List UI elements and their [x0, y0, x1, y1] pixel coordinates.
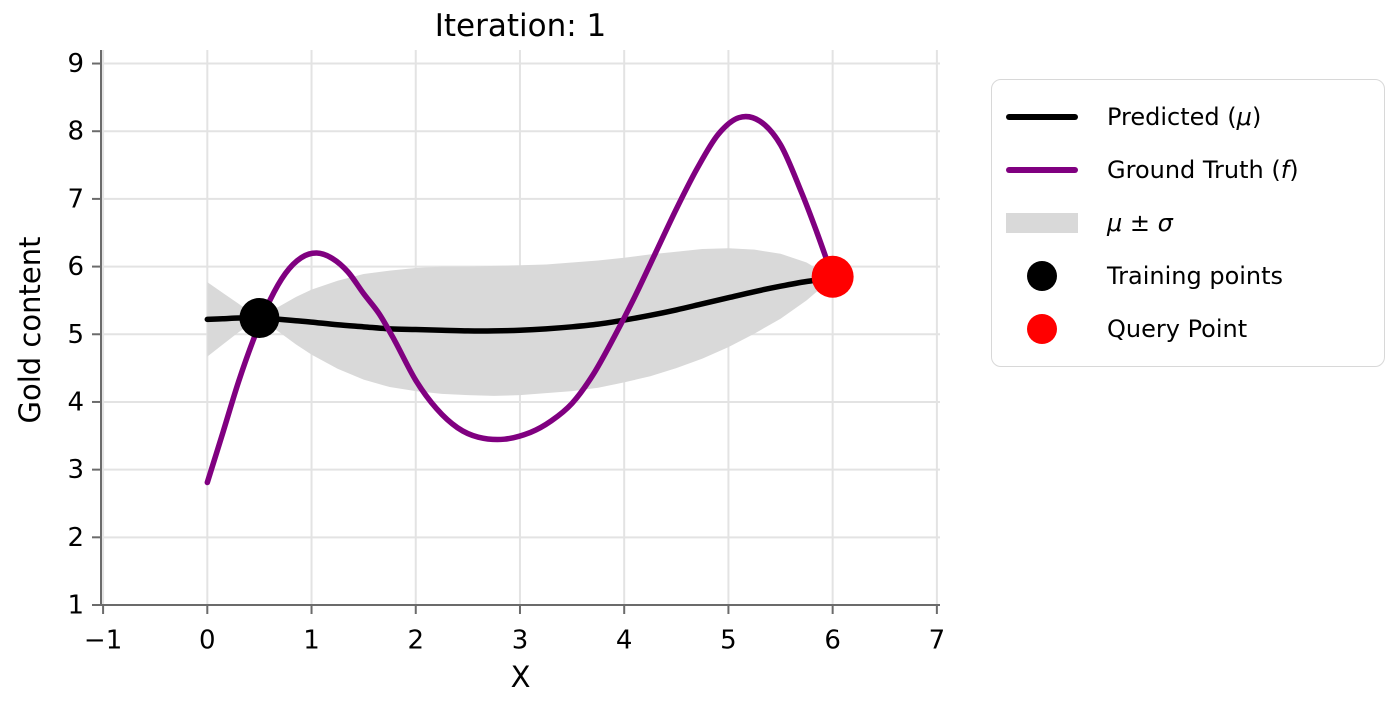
- training-point: [239, 298, 280, 339]
- y-tick-label: 9: [67, 49, 84, 79]
- y-tick-label: 8: [67, 117, 84, 147]
- legend-item-2: μ ± σ: [1004, 199, 1372, 247]
- x-tick-label: 2: [407, 626, 424, 656]
- legend-item-1: Ground Truth (f): [1004, 146, 1372, 194]
- x-tick-label: 3: [512, 626, 529, 656]
- x-tick-label: 5: [720, 626, 737, 656]
- legend-item-0: Predicted (μ): [1004, 93, 1372, 141]
- x-tick-label: 4: [616, 626, 633, 656]
- chart-title: Iteration: 1: [434, 8, 607, 44]
- legend-item-label: Predicted (μ): [1107, 103, 1262, 131]
- legend-band-swatch: [1004, 213, 1080, 233]
- y-axis-label: Gold content: [13, 236, 47, 424]
- legend-dot-swatch: [1004, 314, 1080, 344]
- query-point: [811, 255, 854, 298]
- x-tick-label: 0: [199, 626, 216, 656]
- swatch-shape: [1027, 314, 1057, 344]
- x-tick-label: 6: [824, 626, 841, 656]
- y-tick-label: 3: [67, 455, 84, 485]
- swatch-shape: [1006, 167, 1078, 173]
- swatch-shape: [1006, 213, 1078, 233]
- y-tick-label: 2: [67, 523, 84, 553]
- x-tick-label: 1: [303, 626, 320, 656]
- x-tick-label: −1: [84, 626, 122, 656]
- y-tick-label: 4: [67, 387, 84, 417]
- legend-dot-swatch: [1004, 261, 1080, 291]
- swatch-shape: [1006, 114, 1078, 120]
- y-tick-label: 1: [67, 591, 84, 621]
- y-tick-label: 7: [67, 184, 84, 214]
- legend-item-4: Query Point: [1004, 305, 1372, 353]
- legend-line-swatch: [1004, 167, 1080, 173]
- legend-item-label: Training points: [1107, 262, 1284, 290]
- y-tick-label: 5: [67, 320, 84, 350]
- uncertainty-band: [207, 248, 833, 396]
- legend-item-label: Query Point: [1107, 315, 1248, 343]
- ground-truth-line: [204, 113, 836, 486]
- y-tick-label: 6: [67, 252, 84, 282]
- legend-item-3: Training points: [1004, 252, 1372, 300]
- swatch-shape: [1027, 261, 1057, 291]
- legend-line-swatch: [1004, 114, 1080, 120]
- legend-item-label: Ground Truth (f): [1107, 156, 1299, 184]
- legend: Predicted (μ) Ground Truth (f) μ ± σ Traini…: [991, 79, 1385, 367]
- x-axis-label: X: [510, 660, 531, 694]
- legend-item-label: μ ± σ: [1107, 209, 1173, 237]
- x-tick-label: 7: [929, 626, 946, 656]
